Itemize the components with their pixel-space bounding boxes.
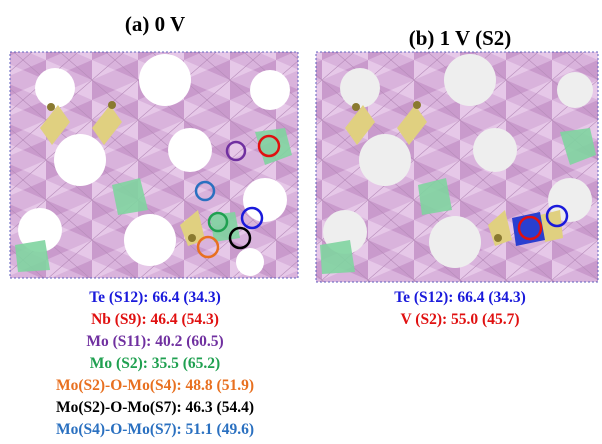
site-label: Nb (S9): 46.4 (54.3) [0,309,310,331]
label-list: Te (S12): 66.4 (34.3)V (S2): 55.0 (45.7) [305,287,602,331]
site-label: Mo(S2)-O-Mo(S4): 48.8 (51.9) [0,375,310,397]
label-list: Te (S12): 66.4 (34.3)Nb (S9): 46.4 (54.3… [0,287,310,441]
site-label: Mo(S2)-O-Mo(S7): 46.3 (54.4) [0,397,310,419]
structure-a [10,52,298,278]
site-label: Te (S12): 66.4 (34.3) [0,287,310,309]
site-label: Mo (S2): 35.5 (65.2) [0,353,310,375]
site-label: V (S2): 55.0 (45.7) [305,309,602,331]
site-label: Mo (S11): 40.2 (60.5) [0,331,310,353]
structure-b [316,52,598,282]
figure: (a) 0 V (b) 1 V (S2) [0,0,602,444]
site-label: Te (S12): 66.4 (34.3) [305,287,602,309]
site-label: Mo(S4)-O-Mo(S7): 51.1 (49.6) [0,419,310,441]
